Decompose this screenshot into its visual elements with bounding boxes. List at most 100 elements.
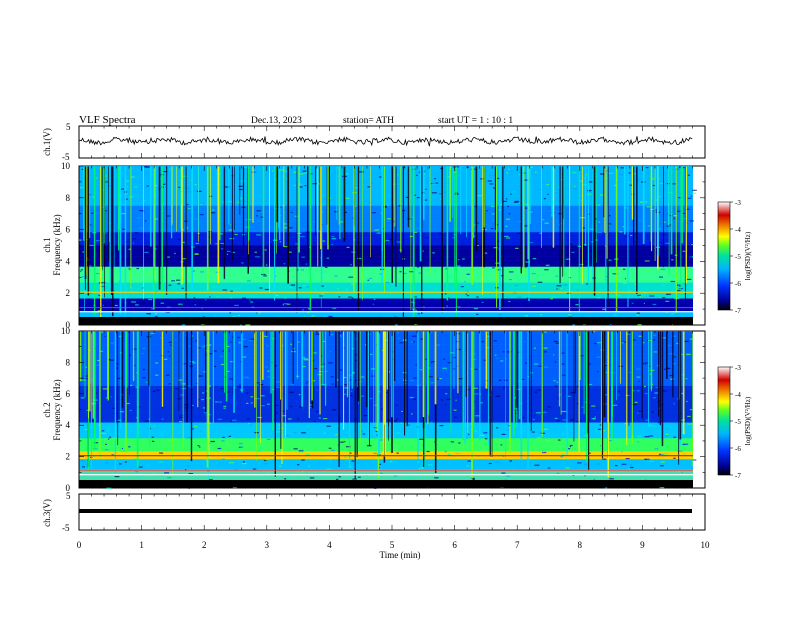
spectrogram-speckle xyxy=(621,463,627,465)
spectrogram-speckle xyxy=(560,456,564,458)
spectrogram-streak xyxy=(513,331,515,437)
spectrogram-speckle xyxy=(232,419,237,421)
spectrogram-speckle xyxy=(435,344,440,346)
spectrogram-streak xyxy=(362,166,363,301)
spectrogram-speckle xyxy=(521,378,525,380)
spectrogram-speckle xyxy=(229,224,231,226)
spectrogram-streak xyxy=(309,166,312,311)
spectrogram-speckle xyxy=(648,340,653,342)
spectrogram-speckle xyxy=(596,356,601,358)
spectrogram-speckle xyxy=(553,354,555,356)
spectrogram-streak xyxy=(348,331,350,469)
spectrogram-speckle xyxy=(577,420,583,422)
spectrogram-streak xyxy=(603,331,606,417)
spectrogram-band xyxy=(79,264,693,267)
spectrogram-speckle xyxy=(481,301,484,303)
spectrogram-speckle xyxy=(312,359,314,362)
spectrogram-speckle xyxy=(458,378,464,380)
spectrogram-streak xyxy=(154,166,156,281)
spectrogram-band xyxy=(79,242,693,246)
spectrogram-speckle xyxy=(478,273,483,275)
spectrogram-speckle xyxy=(321,384,326,386)
spectrogram-speckle xyxy=(560,222,565,224)
spectrogram-speckle xyxy=(621,450,623,453)
spectrogram-speckle xyxy=(379,463,381,465)
spectrogram-speckle xyxy=(182,363,187,365)
spectrogram-speckle xyxy=(237,314,241,317)
spectrogram-speckle xyxy=(385,240,390,242)
spectrogram-speckle xyxy=(503,379,508,381)
spectrogram-speckle xyxy=(245,324,251,326)
spectrogram-speckle xyxy=(483,359,487,361)
spectrogram-speckle xyxy=(445,267,447,269)
spectrogram-speckle xyxy=(331,243,334,246)
spectrogram-speckle xyxy=(290,211,293,213)
spectrogram-band xyxy=(79,362,693,366)
spectrogram-speckle xyxy=(326,257,330,259)
ch1-ytick-top: 5 xyxy=(66,122,71,132)
spectrogram-speckle xyxy=(265,264,268,266)
spectrogram-streak xyxy=(560,331,562,415)
spectrogram-speckle xyxy=(525,305,530,307)
spectrogram-speckle xyxy=(557,288,562,290)
spectrogram-streak xyxy=(552,166,555,248)
spectrogram-speckle xyxy=(389,444,393,446)
spectrogram-speckle xyxy=(240,324,242,326)
spectrogram-speckle xyxy=(534,262,538,264)
spectrogram-speckle xyxy=(290,284,296,286)
spectrogram-speckle xyxy=(165,311,170,314)
spectrogram-streak xyxy=(464,331,466,444)
spectrogram-speckle xyxy=(259,384,264,386)
spectrogram-speckle xyxy=(96,392,98,394)
spectrogram-speckle xyxy=(475,313,479,315)
spectrogram-band xyxy=(79,184,693,188)
spectrogram-speckle xyxy=(278,424,281,426)
spectrogram-speckle xyxy=(145,173,147,175)
spectrogram-speckle xyxy=(667,345,671,347)
spectrogram-speckle xyxy=(352,372,355,374)
spectrogram-speckle xyxy=(573,188,577,190)
y-tick-label: 10 xyxy=(61,326,71,336)
spectrogram-speckle xyxy=(655,386,659,388)
spectrogram-speckle xyxy=(322,240,326,242)
spectrogram-speckle xyxy=(266,403,270,405)
spectrogram-streak xyxy=(274,166,276,301)
spectrogram-speckle xyxy=(155,248,157,250)
spectrogram-speckle xyxy=(180,414,185,417)
spectrogram-speckle xyxy=(275,294,279,297)
spectrogram-speckle xyxy=(93,213,99,215)
spectrogram-speckle xyxy=(329,459,332,461)
spectrogram-streak xyxy=(256,331,257,461)
spectrogram-speckle xyxy=(669,258,672,260)
spectrogram-speckle xyxy=(80,248,83,250)
spectrogram-speckle xyxy=(660,461,665,463)
spectrogram-speckle xyxy=(618,390,620,392)
spectrogram-speckle xyxy=(450,352,455,354)
spectrogram-speckle xyxy=(444,293,447,295)
spectrogram-speckle xyxy=(614,445,616,447)
spectrogram-speckle xyxy=(515,247,519,249)
spectrogram-speckle xyxy=(600,173,605,175)
spectrogram-speckle xyxy=(405,196,409,198)
spectrogram-speckle xyxy=(374,258,379,260)
spectrogram-speckle xyxy=(397,275,401,277)
spectrogram-speckle xyxy=(225,267,228,270)
spectrogram-speckle xyxy=(276,431,282,433)
spectrogram-speckle xyxy=(168,168,173,170)
spectrogram-speckle xyxy=(387,278,390,280)
spectrogram-speckle xyxy=(186,203,189,206)
spectrogram-speckle xyxy=(128,446,131,448)
spectrogram-speckle xyxy=(211,212,216,214)
spectrogram-speckle xyxy=(256,215,258,217)
spectrogram-speckle xyxy=(122,203,124,206)
spectrogram-speckle xyxy=(690,195,692,197)
spectrogram-speckle xyxy=(409,235,413,238)
spectrogram-speckle xyxy=(234,387,237,389)
x-tick-label: 7 xyxy=(515,540,520,550)
spectrogram-speckle xyxy=(576,421,580,423)
spectrogram-speckle xyxy=(259,287,263,289)
spectrogram-speckle xyxy=(537,389,541,391)
spectrogram-speckle xyxy=(200,203,203,205)
spectrogram-speckle xyxy=(288,418,292,420)
spectrogram-band xyxy=(79,438,693,442)
